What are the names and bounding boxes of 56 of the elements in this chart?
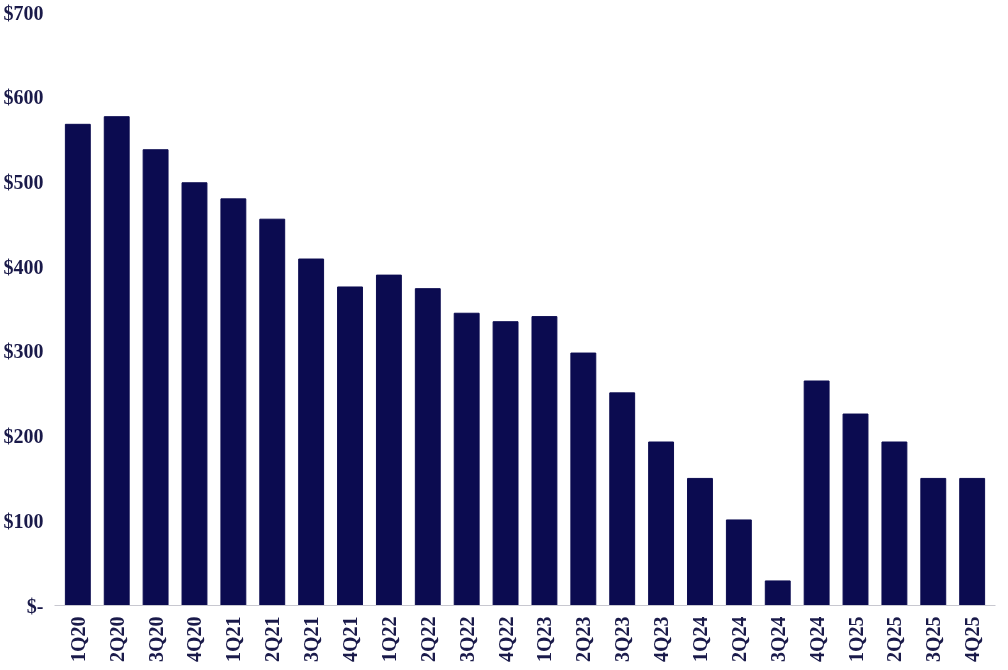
y-tick-label: $100 xyxy=(3,509,44,532)
x-tick-label: 2Q23 xyxy=(572,616,595,663)
x-tick-label: 1Q23 xyxy=(533,616,556,663)
x-tick-label: 2Q20 xyxy=(105,616,128,663)
x-tick-label: 2Q22 xyxy=(416,616,439,663)
x-tick-label: 3Q20 xyxy=(144,616,167,663)
bar xyxy=(414,288,441,606)
x-tick-label: 1Q25 xyxy=(844,616,867,663)
bar xyxy=(881,441,908,606)
bar xyxy=(103,116,130,606)
x-tick-label: 3Q25 xyxy=(922,616,945,663)
y-tick-label: $- xyxy=(26,594,44,617)
bar xyxy=(492,321,519,606)
bar xyxy=(531,316,558,606)
bar xyxy=(609,392,636,606)
bar xyxy=(64,123,91,606)
y-tick-label: $700 xyxy=(3,1,44,24)
y-tick-label: $300 xyxy=(3,340,44,363)
x-tick-label: 4Q22 xyxy=(494,616,517,663)
bar xyxy=(803,380,830,606)
x-tick-label: 1Q20 xyxy=(66,616,89,663)
bar xyxy=(337,286,363,606)
y-tick-label: $200 xyxy=(3,425,44,448)
x-tick-label: 2Q21 xyxy=(261,616,284,663)
bar xyxy=(298,258,325,606)
x-tick-label: 3Q21 xyxy=(300,616,323,663)
bar xyxy=(687,477,713,606)
x-tick-label: 4Q20 xyxy=(183,616,206,663)
x-tick-label: 1Q24 xyxy=(688,616,711,663)
y-tick-label: $500 xyxy=(3,170,44,193)
x-tick-label: 4Q25 xyxy=(961,616,984,663)
bar xyxy=(725,519,752,606)
x-tick-label: 3Q24 xyxy=(766,616,789,663)
y-tick-label: $400 xyxy=(3,255,44,278)
bar xyxy=(375,274,402,606)
x-tick-label: 3Q22 xyxy=(455,616,478,663)
x-tick-label: 2Q25 xyxy=(883,616,906,663)
bar xyxy=(959,477,986,606)
bar xyxy=(220,198,247,606)
x-tick-label: 1Q21 xyxy=(222,616,245,663)
y-tick-label: $600 xyxy=(3,86,44,109)
x-tick-label: 4Q24 xyxy=(805,616,828,663)
bar xyxy=(842,413,869,606)
x-tick-label: 2Q24 xyxy=(727,616,750,663)
x-tick-label: 4Q23 xyxy=(650,616,673,663)
bar xyxy=(920,477,947,606)
bar xyxy=(181,182,208,606)
bar xyxy=(142,149,169,606)
bar xyxy=(764,580,791,606)
bar xyxy=(570,352,597,606)
bar xyxy=(259,218,286,606)
x-tick-label: 4Q21 xyxy=(339,616,362,663)
x-tick-label: 3Q23 xyxy=(611,616,634,663)
x-tick-label: 1Q22 xyxy=(377,616,400,663)
bar xyxy=(453,312,480,606)
bar xyxy=(648,441,675,606)
